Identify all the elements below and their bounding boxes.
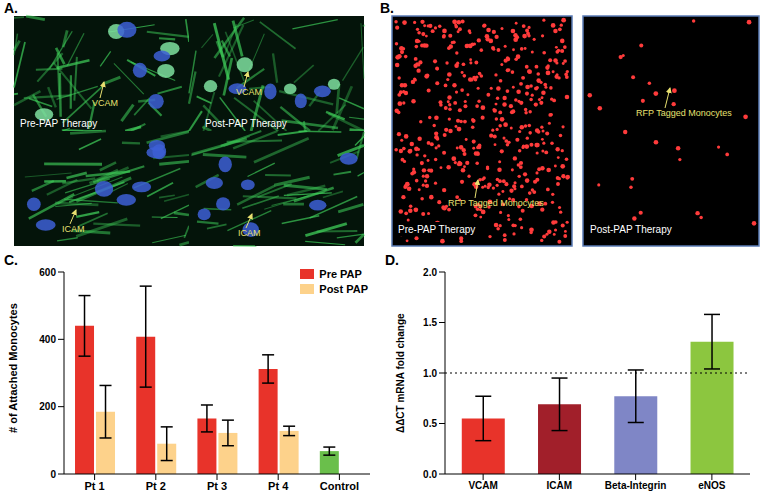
svg-text:1.0: 1.0 <box>423 368 437 379</box>
svg-text:0.5: 0.5 <box>423 418 437 429</box>
svg-text:Pt 4: Pt 4 <box>268 480 289 492</box>
svg-text:Beta-Integrin: Beta-Integrin <box>605 480 667 491</box>
svg-text:Control: Control <box>320 480 359 492</box>
html-text:Pre PAP: Pre PAP <box>319 268 362 280</box>
svg-text:0: 0 <box>50 469 56 480</box>
svg-text:Pre-PAP Therapy: Pre-PAP Therapy <box>20 118 97 129</box>
svg-text:200: 200 <box>39 401 56 412</box>
svg-text:1.5: 1.5 <box>423 317 437 328</box>
svg-text:Post-PAP Therapy: Post-PAP Therapy <box>590 224 672 235</box>
svg-text:ICAM: ICAM <box>238 228 261 238</box>
svg-text:RFP Tagged Monocytes: RFP Tagged Monocytes <box>448 198 544 208</box>
svg-text:VCAM: VCAM <box>468 480 497 491</box>
svg-text:600: 600 <box>39 267 56 278</box>
svg-text:ΔΔCT mRNA fold change: ΔΔCT mRNA fold change <box>395 313 406 433</box>
svg-text:eNOS: eNOS <box>698 480 726 491</box>
svg-text:B.: B. <box>380 0 394 16</box>
svg-text:400: 400 <box>39 334 56 345</box>
html-text:Post PAP: Post PAP <box>319 283 368 295</box>
svg-text:0.0: 0.0 <box>423 469 437 480</box>
svg-text:ICAM: ICAM <box>547 480 573 491</box>
svg-text:RFP Tagged Monocytes: RFP Tagged Monocytes <box>636 108 732 118</box>
svg-text:VCAM: VCAM <box>92 98 118 108</box>
svg-text:Pt 1: Pt 1 <box>85 480 105 492</box>
svg-text:Pt 2: Pt 2 <box>146 480 166 492</box>
svg-text:A.: A. <box>4 0 18 16</box>
svg-text:Post-PAP Therapy: Post-PAP Therapy <box>205 118 287 129</box>
svg-text:Pt 3: Pt 3 <box>207 480 227 492</box>
svg-text:VCAM: VCAM <box>236 87 262 97</box>
svg-text:Pre-PAP Therapy: Pre-PAP Therapy <box>398 224 475 235</box>
svg-text:# of Attached Monocytes: # of Attached Monocytes <box>7 303 19 433</box>
svg-text:2.0: 2.0 <box>423 267 437 278</box>
html-text:D.: D. <box>385 252 399 268</box>
html-text:C.: C. <box>4 252 18 268</box>
svg-text:ICAM: ICAM <box>62 224 85 234</box>
